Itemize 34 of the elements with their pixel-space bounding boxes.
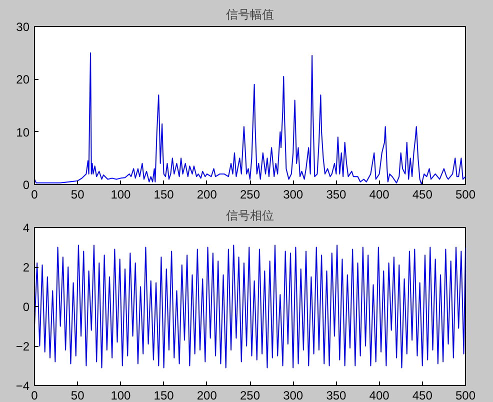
x-tick-label: 100 xyxy=(110,388,132,402)
x-tick-label: 100 xyxy=(110,188,132,202)
x-tick-label: 200 xyxy=(196,188,218,202)
x-tick-label: 300 xyxy=(283,188,304,202)
y-tick-label: −2 xyxy=(16,340,30,354)
y-tick-label: 10 xyxy=(16,125,30,140)
x-tick-label: 350 xyxy=(326,188,347,202)
x-tick-label: 0 xyxy=(31,388,38,402)
y-tick-label: 0 xyxy=(22,178,30,192)
x-tick-label: 200 xyxy=(196,388,218,402)
x-tick-label: 50 xyxy=(70,188,85,202)
x-tick-label: 450 xyxy=(412,388,433,402)
y-tick-label: −4 xyxy=(16,379,30,393)
x-tick-label: 50 xyxy=(70,388,85,402)
x-tick-label: 400 xyxy=(369,388,390,402)
y-tick-label: 4 xyxy=(22,221,30,235)
y-tick-label: 30 xyxy=(16,20,30,34)
y-tick-label: 0 xyxy=(22,300,30,314)
y-tick-label: 20 xyxy=(16,72,30,87)
x-tick-label: 300 xyxy=(283,388,304,402)
x-tick-label: 400 xyxy=(369,188,390,202)
chart-title: 信号幅值 xyxy=(226,8,274,22)
x-tick-label: 450 xyxy=(412,188,433,202)
x-tick-label: 0 xyxy=(31,188,38,202)
x-tick-label: 150 xyxy=(154,388,174,402)
x-tick-label: 500 xyxy=(455,388,476,402)
x-tick-label: 150 xyxy=(154,188,174,202)
x-tick-label: 350 xyxy=(326,388,347,402)
chart-title: 信号相位 xyxy=(226,208,274,222)
x-tick-label: 250 xyxy=(240,388,260,402)
y-tick-label: 2 xyxy=(22,260,30,274)
line-series xyxy=(34,244,466,368)
x-tick-label: 250 xyxy=(240,188,260,202)
x-tick-label: 500 xyxy=(455,188,476,202)
